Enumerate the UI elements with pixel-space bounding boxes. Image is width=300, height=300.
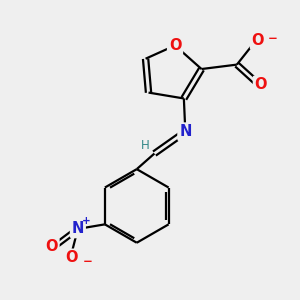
Text: O: O: [66, 250, 78, 265]
Text: N: N: [179, 124, 191, 139]
Text: N: N: [72, 221, 84, 236]
Text: +: +: [82, 216, 91, 226]
Text: O: O: [251, 33, 264, 48]
Text: O: O: [46, 239, 58, 254]
Text: H: H: [141, 139, 149, 152]
Text: O: O: [254, 77, 267, 92]
Text: O: O: [169, 38, 181, 53]
Text: −: −: [268, 32, 278, 45]
Text: −: −: [82, 254, 92, 268]
